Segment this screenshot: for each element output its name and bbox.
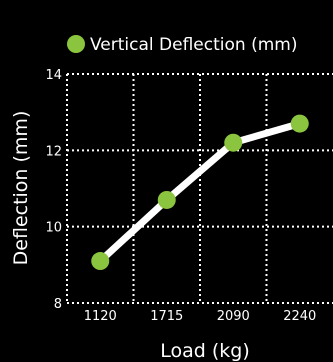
legend: Vertical Deflection (mm): [67, 35, 297, 55]
series-line: [96, 120, 304, 265]
x-tick-label: 2240: [283, 309, 316, 324]
y-tick-label: 8: [54, 297, 62, 312]
x-tick-labels: 1120 1715 2090 2240: [84, 309, 317, 324]
data-point: [91, 252, 110, 271]
grid: [66, 73, 333, 304]
y-axis-title: Deflection (mm): [10, 111, 32, 266]
x-tick-label: 1715: [150, 309, 183, 324]
y-tick-label: 10: [45, 221, 62, 236]
data-points: [91, 114, 309, 271]
data-point: [224, 133, 243, 152]
series-line-path: [96, 120, 304, 265]
data-point: [290, 114, 309, 133]
x-axis-title: Load (kg): [160, 340, 250, 362]
x-tick-label: 1120: [84, 309, 117, 324]
y-tick-label: 14: [45, 68, 62, 83]
legend-marker: [67, 35, 85, 53]
x-tick-label: 2090: [217, 309, 250, 324]
y-tick-label: 12: [45, 144, 62, 159]
y-tick-labels: 8 10 12 14: [45, 68, 62, 312]
data-point: [157, 190, 176, 209]
legend-label: Vertical Deflection (mm): [90, 35, 297, 55]
